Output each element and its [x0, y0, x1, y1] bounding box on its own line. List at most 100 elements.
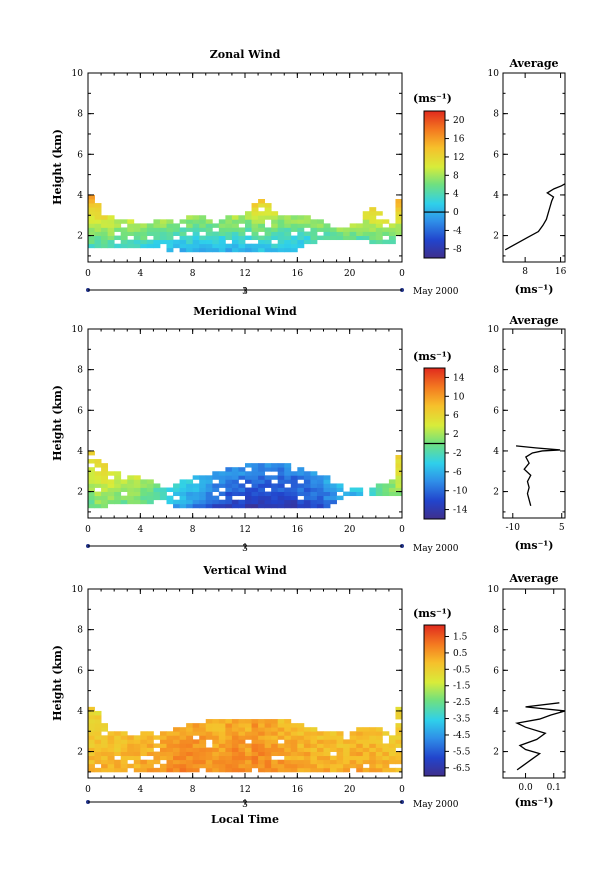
heatmap-cell [251, 735, 259, 740]
heatmap-cell [349, 747, 357, 752]
heatmap-cell [101, 491, 109, 497]
heatmap-cell [277, 471, 285, 476]
heatmap-cell [277, 463, 285, 468]
heatmap-cell [94, 743, 102, 748]
heatmap-cell [212, 223, 220, 228]
heatmap-cell [277, 467, 285, 472]
heatmap-cell [277, 227, 285, 232]
heatmap-cell [146, 759, 154, 765]
heatmap-cell [218, 727, 226, 732]
heatmap-cell [251, 203, 259, 208]
heatmap-cell [290, 759, 298, 765]
heatmap-cell [303, 215, 311, 220]
heatmap-cell [277, 215, 285, 220]
heatmap-cell [146, 223, 154, 228]
heatmap-cell [375, 227, 383, 232]
heatmap-cell [251, 759, 259, 765]
heatmap-cell [192, 723, 200, 728]
heatmap-cell [146, 747, 154, 752]
heatmap-cell [375, 483, 383, 488]
heatmap-cell [245, 223, 252, 228]
heatmap-cell [245, 211, 252, 216]
heatmap-cell [395, 203, 403, 208]
heatmap-cell [297, 727, 305, 732]
profile-frame [502, 72, 566, 263]
heatmap-cell [303, 743, 311, 748]
heatmap-cell [310, 747, 318, 752]
heatmap-cell [297, 227, 305, 232]
heatmap-cell [251, 731, 259, 736]
heatmap-cell [140, 235, 148, 241]
heatmap-cell [382, 747, 390, 752]
heatmap-cell [251, 471, 259, 476]
heatmap-cell [303, 487, 311, 492]
heatmap-cell [166, 767, 174, 773]
y-tick-label: 6 [77, 150, 83, 160]
heatmap-cell [245, 215, 252, 220]
colorbar-tick-label: -6 [453, 468, 462, 478]
heatmap-cell [330, 767, 337, 773]
x-tick-label: 16 [292, 785, 304, 795]
heatmap-cell [258, 471, 266, 476]
heatmap-cell [101, 467, 109, 472]
heatmap-cell [114, 227, 122, 232]
heatmap-cell [114, 475, 122, 480]
heatmap-cell [231, 763, 239, 769]
heatmap-cell [290, 723, 298, 728]
date-label: May 2000 [413, 800, 459, 810]
y-tick-label: 4 [77, 447, 83, 457]
heatmap-cell [205, 723, 213, 728]
heatmap-cell [107, 483, 115, 488]
x-tick-label: 20 [344, 785, 356, 795]
heatmap-cell [199, 219, 207, 224]
heatmap-cell [382, 743, 390, 748]
heatmap-cell [303, 223, 311, 228]
heatmap-cell [336, 763, 344, 769]
heatmap-cell [271, 463, 279, 468]
heatmap-cell [173, 751, 180, 757]
heatmap-cell [323, 499, 331, 505]
y-tick-label: 2 [77, 488, 83, 498]
heatmap-cell [356, 731, 364, 736]
heatmap-cell [192, 219, 200, 224]
heatmap-cell [264, 475, 272, 480]
y-tick-label: 4 [77, 191, 83, 201]
heatmap-cell [356, 223, 364, 228]
heatmap-cell [356, 751, 364, 757]
profile-title: Average [508, 572, 558, 585]
heatmap-cell [297, 723, 305, 728]
heatmap-cell [140, 223, 148, 228]
heatmap-cell [166, 235, 174, 241]
heatmap-cell [310, 755, 318, 761]
heatmap-cell [277, 743, 285, 748]
heatmap-cell [205, 735, 213, 740]
heatmap-cell [264, 495, 272, 501]
heatmap-cell [218, 723, 226, 728]
heatmap-cell [271, 747, 279, 752]
heatmap-cell [316, 751, 324, 757]
heatmap-cell [375, 763, 383, 769]
heatmap-cell [94, 495, 102, 501]
heatmap-cell [179, 495, 187, 501]
heatmap-cell [127, 743, 135, 748]
heatmap-cell [395, 475, 403, 480]
colorbar-unit: (ms⁻¹) [413, 350, 452, 363]
heatmap-cell [323, 767, 331, 773]
heatmap-cell [218, 743, 226, 748]
heatmap-cell [107, 487, 115, 492]
heatmap-cell [231, 727, 239, 732]
heatmap-cell [199, 475, 207, 480]
heatmap-cell [284, 239, 292, 245]
heatmap-cell [284, 727, 292, 732]
heatmap-cell [192, 475, 200, 480]
heatmap-cell [101, 735, 109, 740]
heatmap-cell [343, 491, 351, 497]
heatmap-cell [225, 731, 233, 736]
heatmap-cell [88, 763, 95, 769]
heatmap-cell [88, 203, 95, 208]
heatmap-cell [316, 767, 324, 773]
heatmap-cell [251, 223, 259, 228]
heatmap-cell [205, 223, 213, 228]
heatmap-cell [101, 763, 109, 769]
